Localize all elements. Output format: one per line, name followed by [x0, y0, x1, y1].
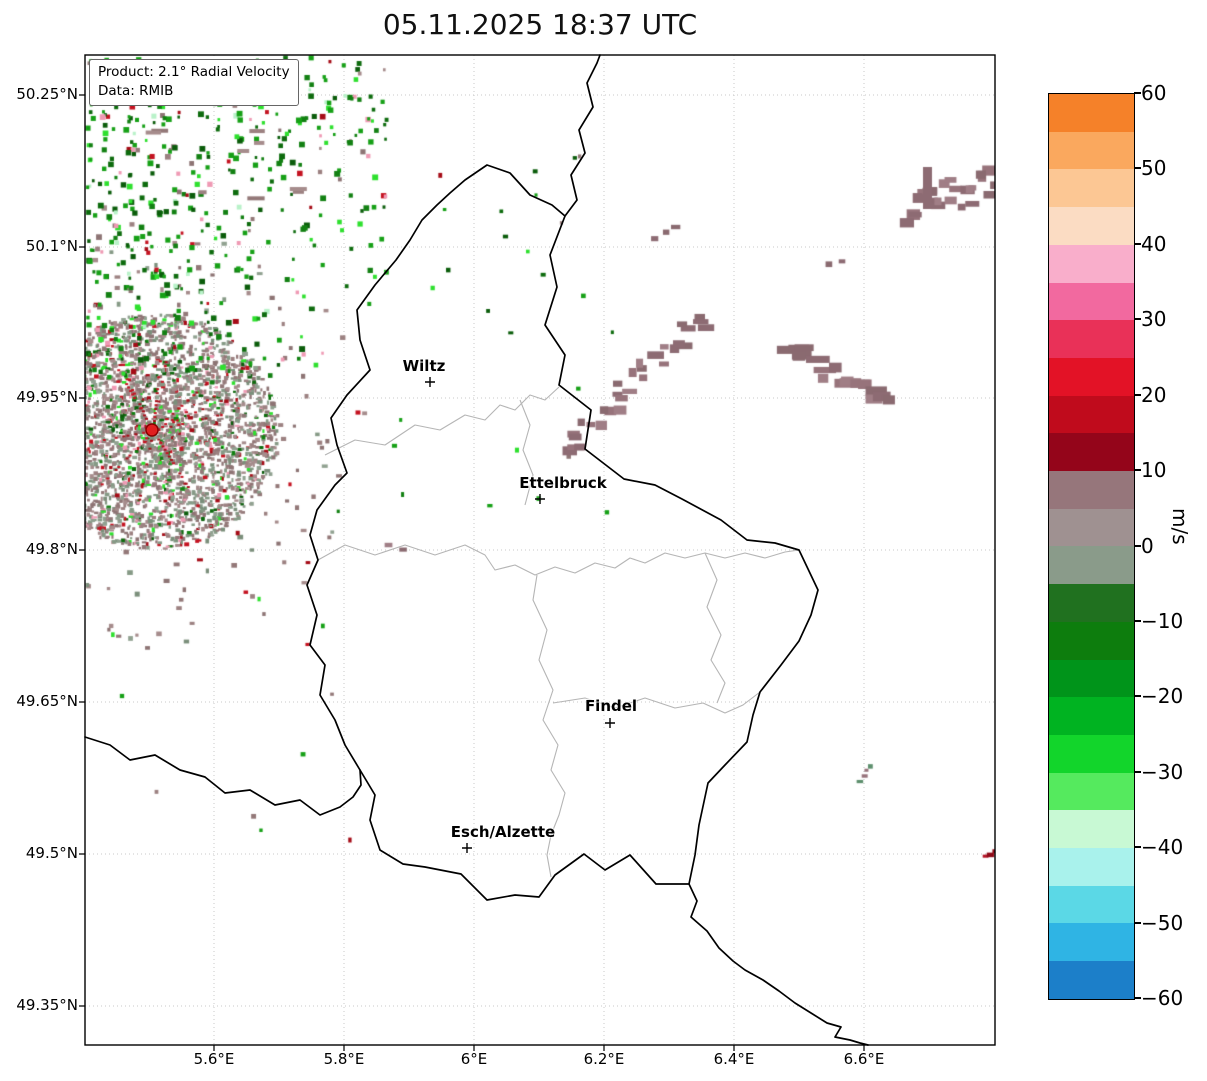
colorbar-band: [1049, 734, 1134, 773]
colorbar-band: [1049, 169, 1134, 208]
colorbar-band: [1049, 697, 1134, 735]
colorbar-tick-label: −10: [1141, 608, 1184, 633]
colorbar-band: [1049, 546, 1134, 585]
colorbar-band: [1049, 621, 1134, 660]
colorbar-band: [1049, 508, 1134, 547]
colorbar-band: [1049, 131, 1134, 170]
colorbar-tick-mark: [1134, 619, 1141, 622]
colorbar-tick-label: −50: [1141, 910, 1184, 935]
colorbar-tick-label: 30: [1141, 307, 1167, 332]
colorbar-tick-mark: [1134, 92, 1141, 94]
colorbar-tick-mark: [1134, 242, 1141, 245]
colorbar-band: [1049, 848, 1134, 886]
colorbar-tick-label: −40: [1141, 835, 1184, 860]
colorbar-tick-mark: [1134, 921, 1141, 924]
colorbar-band: [1049, 471, 1134, 509]
colorbar-band: [1049, 244, 1134, 283]
y-tick-label: 50.25°N: [16, 85, 78, 103]
colorbar: [1048, 93, 1135, 1000]
colorbar-tick-mark: [1134, 846, 1141, 849]
x-tick-label: 5.6°E: [193, 1050, 235, 1068]
colorbar-tick-label: 10: [1141, 458, 1167, 483]
y-tick-label: 49.95°N: [16, 388, 78, 406]
colorbar-tick-label: −30: [1141, 759, 1184, 784]
colorbar-band: [1049, 659, 1134, 698]
product-line: Product: 2.1° Radial Velocity: [98, 64, 290, 80]
x-tick-label: 6.4°E: [713, 1050, 755, 1068]
colorbar-band: [1049, 207, 1134, 245]
colorbar-tick-mark: [1134, 469, 1141, 472]
map-plot: [85, 55, 995, 1045]
colorbar-tick-mark: [1134, 544, 1141, 547]
x-tick-label: 5.8°E: [323, 1050, 365, 1068]
colorbar-tick-mark: [1134, 167, 1141, 170]
y-tick-label: 49.65°N: [16, 692, 78, 710]
y-tick-label: 49.5°N: [25, 844, 78, 862]
colorbar-band: [1049, 433, 1134, 472]
colorbar-band: [1049, 885, 1134, 924]
colorbar-tick-mark: [1134, 695, 1141, 698]
y-tick-label: 49.35°N: [16, 996, 78, 1014]
colorbar-unit-label: m/s: [1168, 508, 1192, 545]
y-tick-label: 50.1°N: [25, 237, 78, 255]
y-tick-label: 49.8°N: [25, 540, 78, 558]
colorbar-band: [1049, 772, 1134, 811]
colorbar-tick-label: 20: [1141, 382, 1167, 407]
radar-echo-canvas: [85, 55, 995, 1045]
product-info-box: Product: 2.1° Radial Velocity Data: RMIB: [89, 59, 299, 106]
colorbar-tick-label: 50: [1141, 156, 1167, 181]
x-tick-label: 6.2°E: [583, 1050, 625, 1068]
colorbar-band: [1049, 282, 1134, 321]
data-source-line: Data: RMIB: [98, 82, 174, 99]
colorbar-band: [1049, 584, 1134, 622]
colorbar-band: [1049, 320, 1134, 358]
colorbar-tick-label: 40: [1141, 231, 1167, 256]
colorbar-tick-label: −60: [1141, 986, 1184, 1010]
colorbar-band: [1049, 810, 1134, 849]
colorbar-band: [1049, 94, 1134, 132]
colorbar-tick-mark: [1134, 393, 1141, 396]
colorbar-tick-mark: [1134, 770, 1141, 773]
colorbar-band: [1049, 357, 1134, 396]
x-tick-label: 6.6°E: [843, 1050, 885, 1068]
colorbar-tick-label: −20: [1141, 684, 1184, 709]
x-tick-label: 6°E: [460, 1050, 488, 1068]
colorbar-tick-label: 60: [1141, 81, 1167, 105]
colorbar-band: [1049, 395, 1134, 434]
colorbar-tick-label: 0: [1141, 533, 1154, 558]
colorbar-tick-mark: [1134, 318, 1141, 321]
colorbar-band: [1049, 961, 1134, 999]
colorbar-tick-mark: [1134, 997, 1141, 999]
plot-title: 05.11.2025 18:37 UTC: [382, 8, 698, 41]
colorbar-band: [1049, 923, 1134, 962]
